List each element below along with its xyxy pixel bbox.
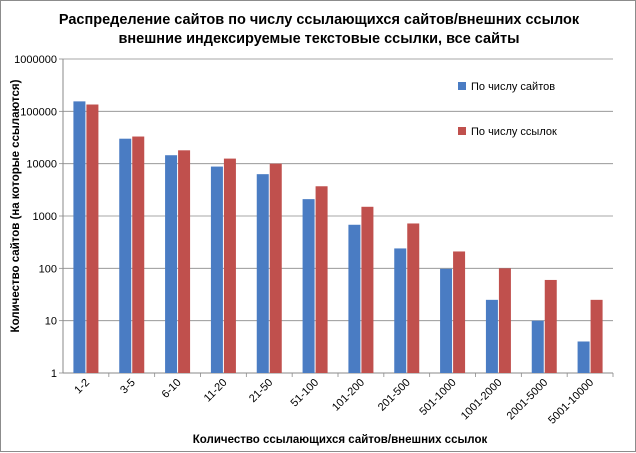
chart-title-line-1: Распределение сайтов по числу ссылающихс… — [58, 12, 580, 28]
x-tick-label: 51-100 — [288, 377, 321, 410]
bar-series-2 — [590, 299, 603, 373]
legend-item-series-1: По числу сайтов — [458, 81, 555, 93]
bar-series-2 — [407, 223, 420, 373]
bar-series-2 — [86, 104, 99, 373]
x-tick-label: 501-1000 — [417, 377, 458, 418]
bar-series-2 — [544, 279, 557, 373]
bar-series-1 — [348, 224, 361, 373]
chart-title-line-2: внешние индексируемые текстовые ссылки, … — [118, 31, 520, 47]
y-tick-label: 1 — [51, 368, 57, 380]
bar-series-2 — [223, 158, 236, 373]
bar-series-1 — [256, 174, 269, 373]
bar-series-1 — [440, 268, 453, 373]
bar-series-1 — [394, 248, 407, 373]
y-tick-label: 1000000 — [14, 54, 57, 66]
bar-series-1 — [165, 155, 178, 373]
bar-series-1 — [577, 341, 590, 373]
x-tick-label: 5001-10000 — [546, 377, 596, 427]
y-tick-label: 100000 — [20, 106, 57, 118]
bar-series-2 — [269, 163, 282, 373]
bar-series-1 — [119, 138, 132, 373]
chart-title: Распределение сайтов по числу ссылающихс… — [41, 11, 597, 49]
bar-series-1 — [485, 299, 498, 373]
bar-series-2 — [315, 186, 328, 373]
y-tick-label: 10 — [45, 316, 57, 328]
x-tick-label: 21-50 — [247, 377, 275, 405]
x-tick-label: 3-5 — [118, 377, 138, 397]
y-axis-label: Количество сайтов (на которые ссылаются) — [10, 79, 22, 333]
x-tick-label: 201-500 — [376, 377, 413, 414]
x-tick-label: 11-20 — [202, 377, 230, 405]
bar-series-1 — [210, 166, 223, 373]
x-tick-label: 1001-2000 — [459, 377, 505, 423]
legend-item-series-2: По числу ссылок — [458, 126, 557, 138]
y-tick-label: 1000 — [33, 211, 57, 223]
x-tick-label: 1-2 — [72, 377, 92, 397]
bar-series-2 — [132, 136, 145, 373]
bar-series-1 — [531, 320, 544, 373]
bar-series-1 — [302, 199, 315, 373]
bar-series-1 — [73, 101, 86, 373]
y-tick-label: 100 — [39, 263, 57, 275]
y-tick-label: 10000 — [26, 159, 57, 171]
bar-series-2 — [178, 150, 191, 373]
legend-swatch-series-2 — [458, 127, 466, 136]
legend-label-series-2: По числу ссылок — [471, 126, 557, 138]
legend-swatch-series-1 — [458, 82, 466, 91]
bar-series-2 — [361, 206, 374, 373]
legend-label-series-1: По числу сайтов — [471, 81, 556, 93]
x-tick-label: 2001-5000 — [505, 377, 551, 423]
x-axis-label: Количество ссылающихся сайтов/внешних сс… — [192, 434, 488, 446]
x-tick-label: 101-200 — [330, 377, 367, 414]
bar-series-2 — [498, 268, 511, 373]
x-tick-label: 6-10 — [160, 377, 184, 401]
bar-series-2 — [453, 251, 466, 373]
